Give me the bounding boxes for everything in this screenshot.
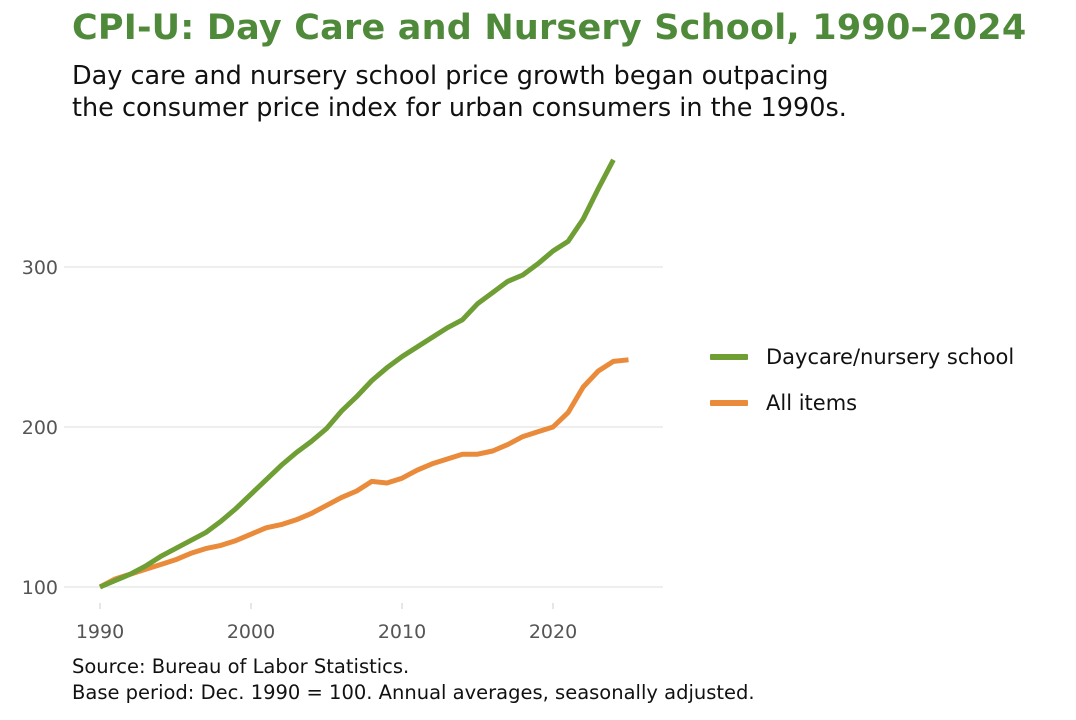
legend: Daycare/nursery school All items — [710, 334, 1014, 426]
x-tick-label-2000: 2000 — [227, 621, 275, 643]
series-lines — [98, 158, 629, 590]
chart-subtitle: Day care and nursery school price growth… — [72, 60, 1062, 124]
series-line-all-items — [98, 357, 629, 590]
subtitle-line-2: the consumer price index for urban consu… — [72, 93, 847, 123]
legend-label-all-items: All items — [766, 391, 858, 415]
source-line-1: Source: Bureau of Labor Statistics. — [72, 655, 410, 678]
legend-item-all-items: All items — [710, 380, 1014, 426]
x-tick-label-1990: 1990 — [76, 621, 124, 643]
x-axis: 1990 2000 2010 2020 — [76, 603, 577, 643]
y-tick-label-200: 200 — [22, 417, 58, 439]
legend-swatch-daycare — [710, 354, 748, 360]
source-line-2: Base period: Dec. 1990 = 100. Annual ave… — [72, 681, 755, 704]
grid-lines — [64, 266, 663, 588]
legend-label-daycare: Daycare/nursery school — [766, 345, 1015, 369]
source-note: Source: Bureau of Labor Statistics. Base… — [72, 654, 755, 706]
x-tick-label-2020: 2020 — [529, 621, 577, 643]
legend-swatch-all-items — [710, 400, 748, 406]
y-tick-label-300: 300 — [22, 257, 58, 279]
series-line-daycare-nursery-school — [99, 158, 616, 590]
chart-title: CPI-U: Day Care and Nursery School, 1990… — [72, 8, 1027, 48]
legend-item-daycare: Daycare/nursery school — [710, 334, 1014, 380]
y-axis: 100 200 300 — [22, 257, 58, 599]
subtitle-line-1: Day care and nursery school price growth… — [72, 61, 829, 91]
x-tick-label-2010: 2010 — [378, 621, 426, 643]
y-tick-label-100: 100 — [22, 577, 58, 599]
